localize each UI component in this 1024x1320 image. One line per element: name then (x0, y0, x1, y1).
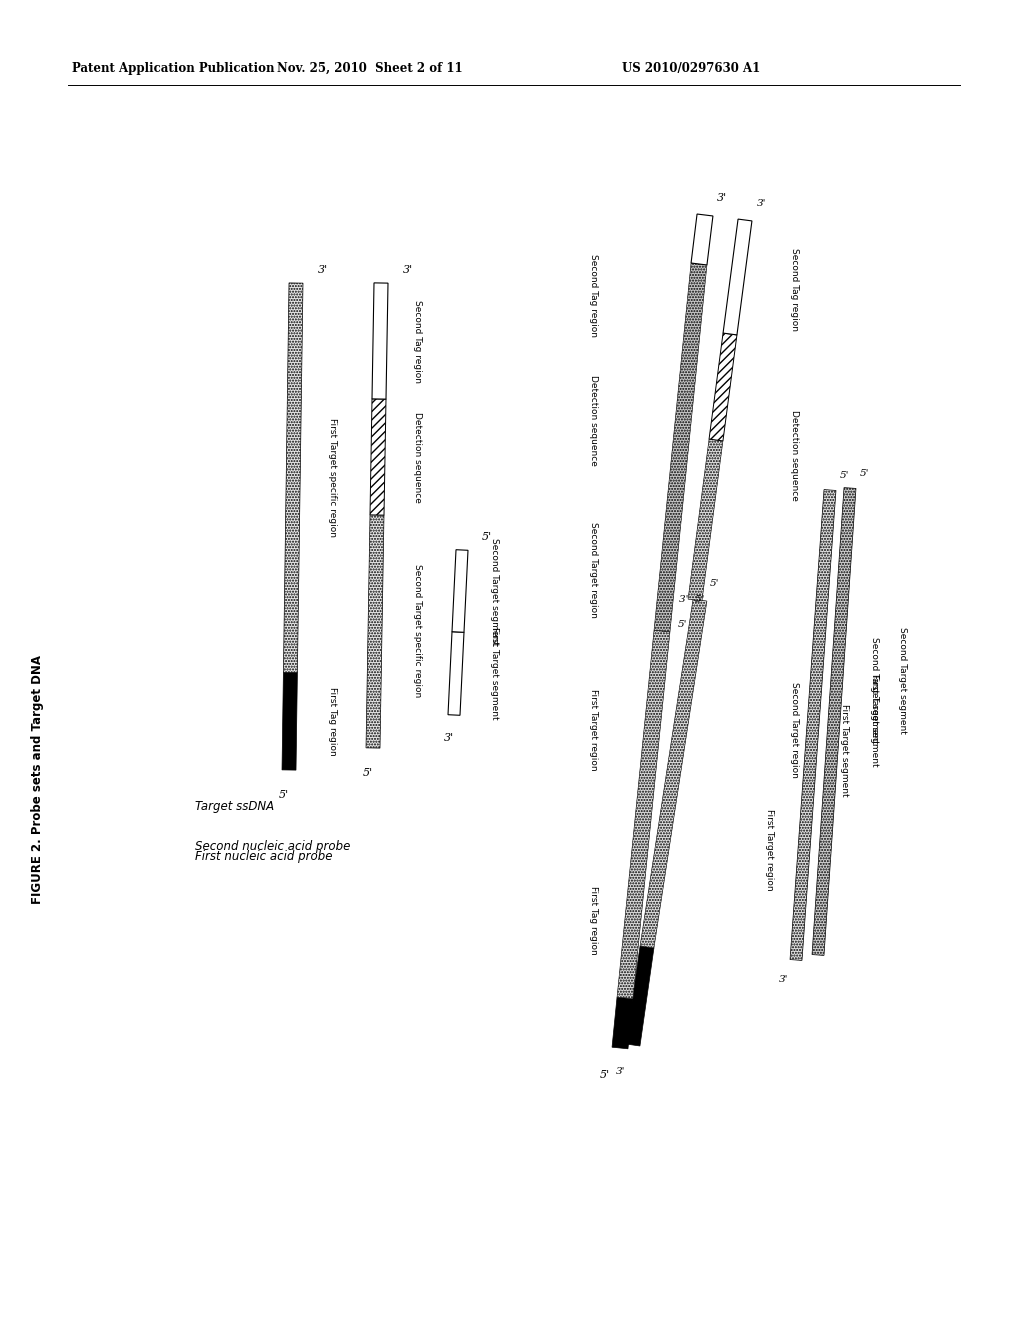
Text: Second Target specific region: Second Target specific region (413, 565, 422, 698)
Text: Second Tag region: Second Tag region (413, 300, 422, 383)
Text: Detection sequence: Detection sequence (413, 412, 422, 503)
Polygon shape (617, 630, 670, 999)
Polygon shape (812, 487, 856, 956)
Polygon shape (626, 946, 654, 1045)
Text: Nov. 25, 2010  Sheet 2 of 11: Nov. 25, 2010 Sheet 2 of 11 (278, 62, 463, 75)
Polygon shape (372, 282, 388, 399)
Text: First nucleic acid probe: First nucleic acid probe (195, 850, 333, 863)
Text: Second Target segment: Second Target segment (898, 627, 907, 734)
Text: Second nucleic acid probe: Second nucleic acid probe (195, 840, 350, 853)
Text: 3'  5': 3' 5' (679, 595, 705, 605)
Text: 5': 5' (279, 789, 289, 800)
Text: 3': 3' (778, 975, 788, 983)
Text: 5': 5' (860, 469, 869, 478)
Polygon shape (654, 263, 707, 632)
Text: Second Tag region: Second Tag region (790, 248, 799, 331)
Text: Second Target region: Second Target region (589, 523, 598, 618)
Polygon shape (282, 672, 297, 770)
Text: Detection sequence: Detection sequence (790, 409, 799, 500)
Text: First Tag region: First Tag region (589, 886, 598, 954)
Text: 5': 5' (840, 471, 850, 480)
Polygon shape (449, 632, 464, 715)
Text: Second Target segment: Second Target segment (870, 636, 879, 743)
Text: Target ssDNA: Target ssDNA (195, 800, 274, 813)
Text: First Target specific region: First Target specific region (328, 417, 337, 536)
Text: First Target region: First Target region (765, 809, 774, 891)
Text: 3': 3' (717, 193, 727, 203)
Polygon shape (709, 333, 737, 441)
Text: 3': 3' (444, 733, 454, 743)
Text: US 2010/0297630 A1: US 2010/0297630 A1 (622, 62, 760, 75)
Text: Second Tag region: Second Tag region (589, 253, 598, 337)
Polygon shape (284, 282, 303, 673)
Text: 3': 3' (403, 265, 413, 275)
Polygon shape (790, 490, 836, 961)
Text: 3': 3' (615, 1067, 625, 1076)
Text: 3': 3' (318, 265, 328, 275)
Text: 5': 5' (482, 532, 493, 543)
Text: Second Target region: Second Target region (790, 682, 799, 777)
Text: 3': 3' (757, 199, 767, 209)
Text: First Target segment: First Target segment (490, 627, 499, 719)
Polygon shape (612, 997, 633, 1049)
Polygon shape (366, 515, 384, 748)
Text: Patent Application Publication: Patent Application Publication (72, 62, 274, 75)
Text: Detection sequence: Detection sequence (589, 375, 598, 466)
Text: First Target segment: First Target segment (870, 673, 879, 767)
Polygon shape (452, 549, 468, 632)
Text: 5': 5' (678, 620, 687, 630)
Text: First Tag region: First Tag region (328, 686, 337, 755)
Text: 5': 5' (710, 579, 720, 587)
Text: 5': 5' (600, 1071, 610, 1080)
Polygon shape (723, 219, 752, 335)
Polygon shape (640, 599, 707, 948)
Text: FIGURE 2. Probe sets and Target DNA: FIGURE 2. Probe sets and Target DNA (32, 656, 44, 904)
Polygon shape (691, 214, 713, 265)
Polygon shape (688, 440, 723, 601)
Polygon shape (370, 399, 386, 515)
Text: First Target segment: First Target segment (840, 704, 849, 796)
Text: 5': 5' (362, 768, 373, 777)
Text: First Target region: First Target region (589, 689, 598, 771)
Text: Second Target segment: Second Target segment (490, 537, 499, 644)
